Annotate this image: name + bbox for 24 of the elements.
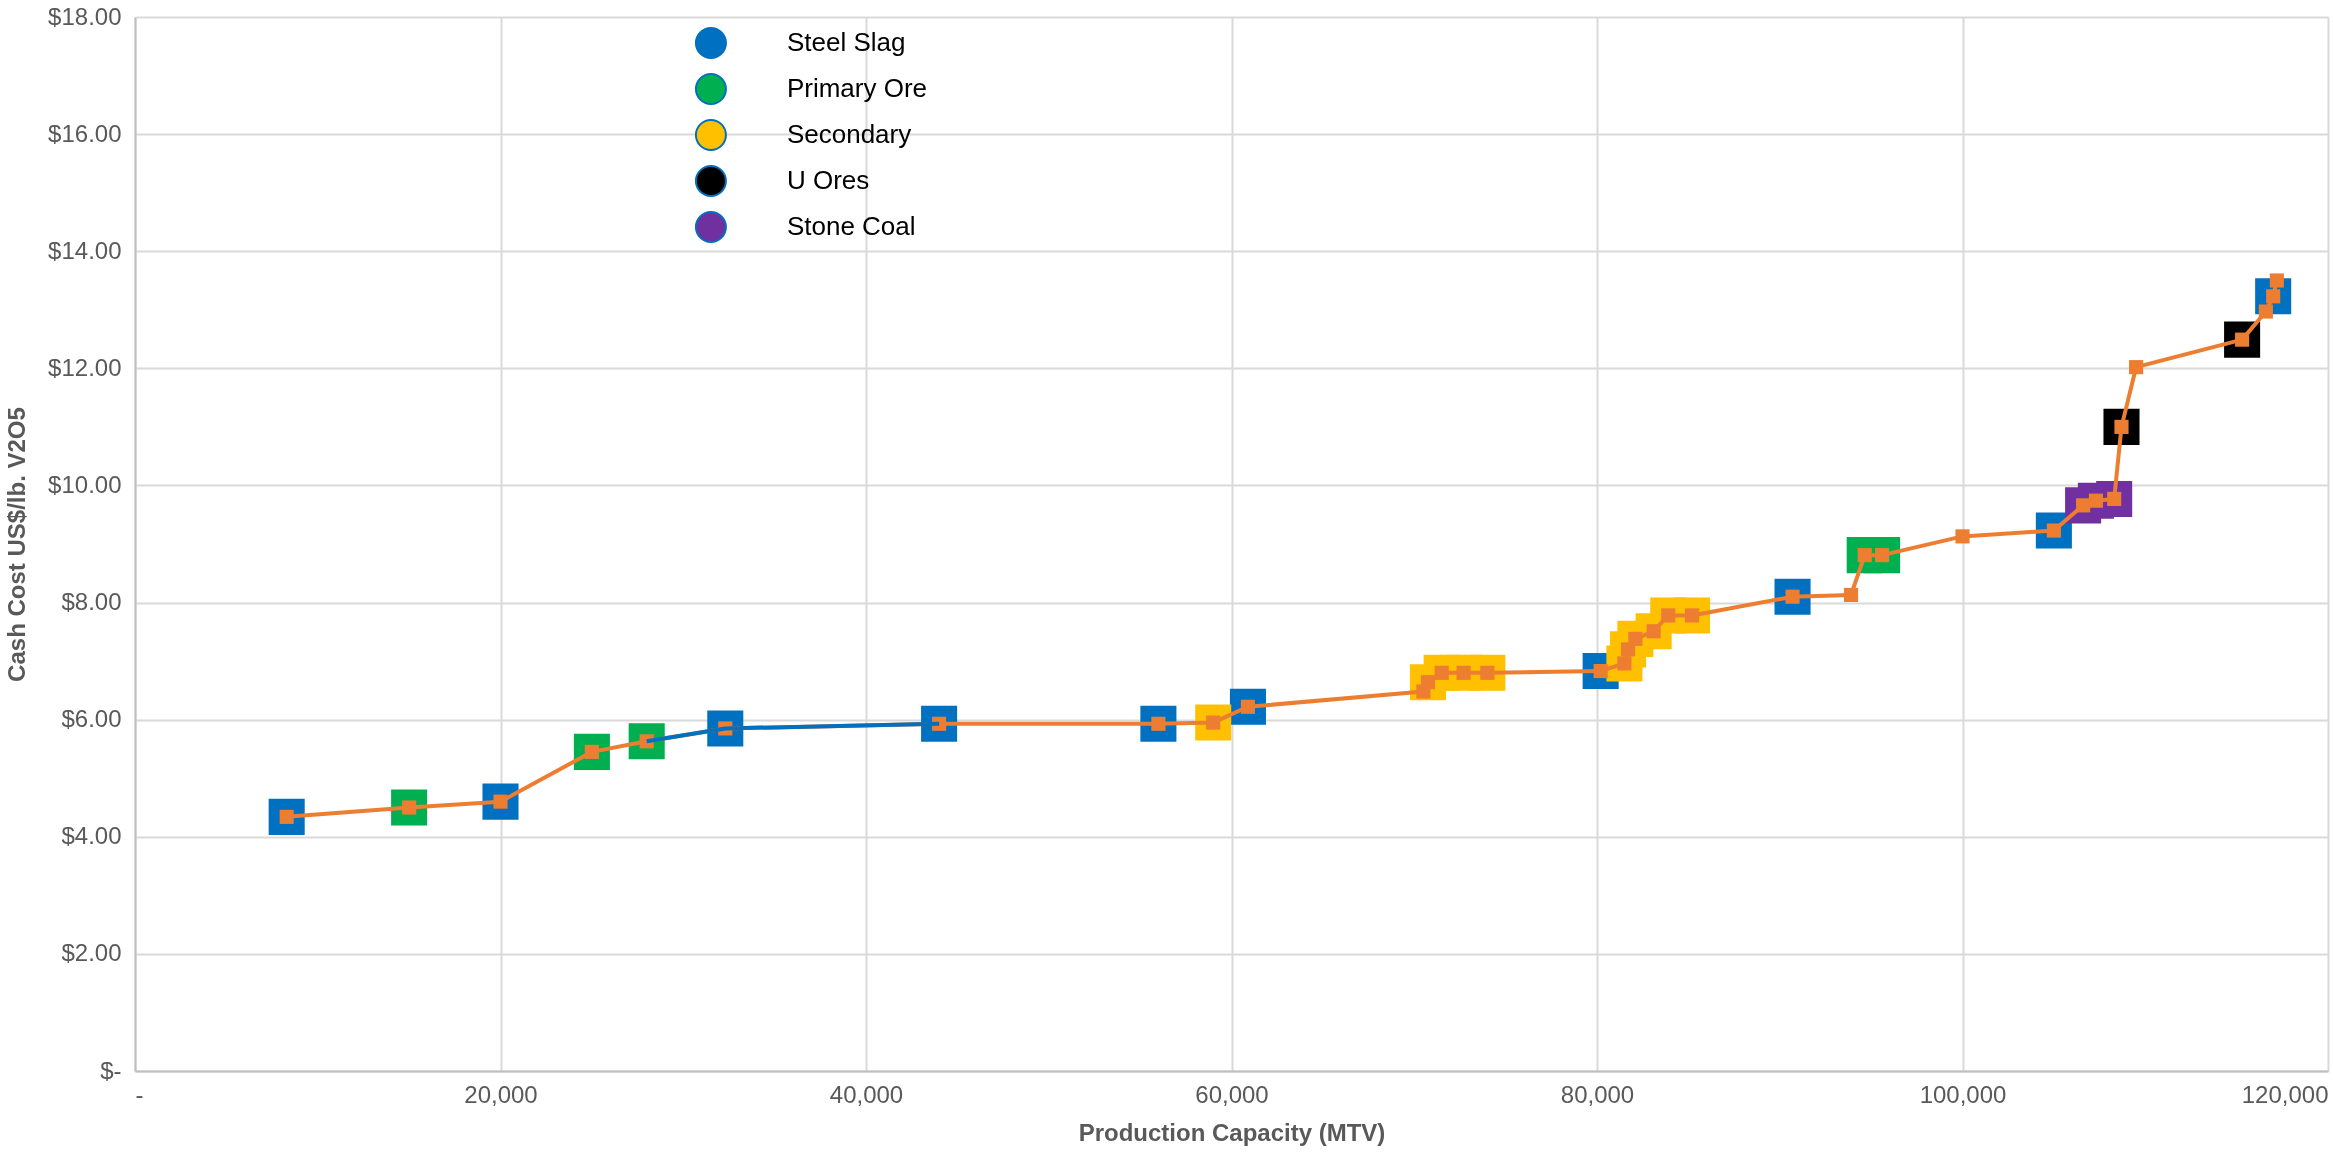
y-tick-label: $8.00 [61, 588, 122, 616]
y-tick-label: $18.00 [48, 2, 122, 30]
legend-label: Steel Slag [786, 27, 906, 57]
x-tick-label: 120,000 [2241, 1080, 2329, 1108]
legend-label: Stone Coal [786, 211, 916, 241]
legend-label: U Ores [786, 165, 870, 195]
x-tick-label: 80,000 [1560, 1080, 1635, 1108]
legend-label: Primary Ore [786, 73, 928, 103]
y-tick-label: $16.00 [48, 119, 122, 147]
x-axis-title: Production Capacity (MTV) [1078, 1118, 1386, 1146]
y-tick-label: $2.00 [61, 939, 122, 967]
x-tick-label: - [135, 1080, 144, 1108]
x-tick-label: 40,000 [829, 1080, 904, 1108]
legend-label: Secondary [786, 119, 912, 149]
y-tick-label: $10.00 [48, 470, 122, 498]
x-tick-label: 60,000 [1195, 1080, 1269, 1108]
y-tick-label: $- [100, 1056, 122, 1084]
y-tick-label: $14.00 [48, 236, 122, 264]
y-tick-label: $6.00 [61, 705, 122, 733]
y-axis-title: Cash Cost US$/lb. V2O5 [3, 407, 31, 682]
x-tick-label: 100,000 [1919, 1080, 2007, 1108]
x-tick-label: 20,000 [464, 1080, 538, 1108]
y-tick-label: $4.00 [61, 822, 122, 850]
y-tick-label: $12.00 [48, 353, 122, 381]
